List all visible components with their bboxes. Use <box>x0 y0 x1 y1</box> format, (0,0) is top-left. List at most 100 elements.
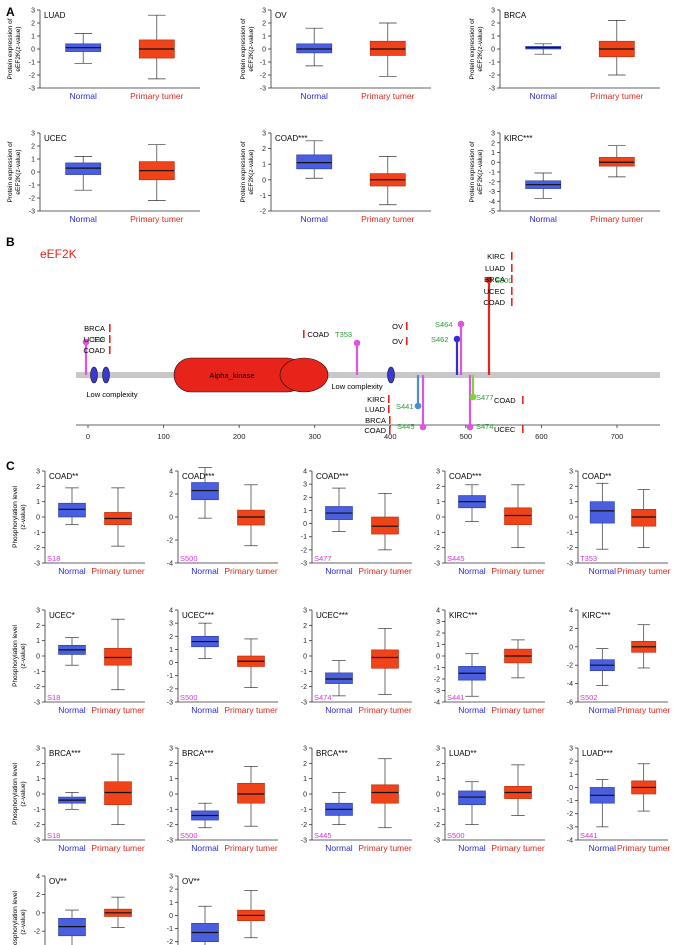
y-tick-label: 1 <box>491 150 495 157</box>
category-label: Primary tumer <box>590 91 644 101</box>
y-tick-label: 3 <box>169 746 173 753</box>
y-tick-label: -3 <box>434 838 440 845</box>
y-tick-label: 3 <box>169 874 173 881</box>
x-tick-label: 100 <box>157 432 170 441</box>
site-head <box>485 276 493 284</box>
plot-title: UCEC*** <box>316 611 348 620</box>
y-tick-label: -1 <box>34 530 40 537</box>
box-plot-11: -3 -2 -1 0 1 2 3 COAD** T353 Normal Primary tumer <box>567 469 671 577</box>
y-tick-label: -2 <box>167 538 173 545</box>
box-tumor <box>369 40 406 56</box>
category-label: Primary tumer <box>130 91 184 101</box>
y-tick-label: 3 <box>36 746 40 753</box>
y-tick-label: -5 <box>489 209 495 216</box>
y-tick-label: 1 <box>169 647 173 654</box>
cancer-indicator <box>511 287 513 295</box>
y-tick-label: 3 <box>436 746 440 753</box>
y-tick-label: -1 <box>167 673 173 680</box>
category-label: Normal <box>589 566 617 576</box>
y-tick-label: -2 <box>167 822 173 829</box>
y-tick-label: 0 <box>262 177 266 184</box>
y-tick-label: -3 <box>260 86 266 93</box>
y-tick-label: -2 <box>260 73 266 80</box>
y-tick-label: 1 <box>169 900 173 907</box>
plot-title: KIRC*** <box>582 611 610 620</box>
cancer-label: UCEC <box>494 425 516 434</box>
site-label: S462 <box>431 335 449 344</box>
y-tick-label: 2 <box>169 634 173 641</box>
y-tick-label: -3 <box>29 209 35 216</box>
box-plot-7: -3 -2 -1 0 1 2 3 COAD** S18 Phosphorylation level… <box>12 469 145 576</box>
alpha-kinase-label: Alpha_kinase <box>209 371 254 380</box>
y-tick-label: -2 <box>434 822 440 829</box>
y-tick-label: 1 <box>303 776 307 783</box>
y-tick-label: 2 <box>569 626 573 633</box>
plot-title: UCEC*** <box>182 611 214 620</box>
y-tick-label: -3 <box>167 838 173 845</box>
y-tick-label: -1 <box>301 534 307 541</box>
y-tick-label: -3 <box>301 700 307 707</box>
y-tick-label: 1 <box>31 34 35 41</box>
y-tick-label: -4 <box>489 199 495 206</box>
site-label: S474 <box>314 693 332 702</box>
plot-title: BRCA*** <box>49 749 81 758</box>
y-tick-label: 2 <box>169 492 173 499</box>
category-label: Primary tumer <box>224 566 278 576</box>
cancer-indicator <box>303 330 305 338</box>
box-plot-12: -3 -2 -1 0 1 2 3 UCEC* S18 Phosphorylation level(… <box>12 608 145 715</box>
category-label: Primary tumer <box>617 566 671 576</box>
y-axis-label-line2: eEF2K(z-value) <box>15 149 22 194</box>
y-tick-label: 0 <box>436 792 440 799</box>
y-tick-label: 1 <box>569 499 573 506</box>
y-tick-label: 1 <box>36 776 40 783</box>
plot-title: COAD*** <box>449 472 481 481</box>
site-label: S477 <box>476 393 494 402</box>
y-tick-label: -1 <box>567 530 573 537</box>
y-tick-label: 3 <box>436 469 440 476</box>
y-tick-label: 2 <box>491 21 495 28</box>
y-tick-label: -2 <box>301 822 307 829</box>
y-tick-label: -1 <box>434 530 440 537</box>
site-S474: S474 UCEC <box>466 375 524 434</box>
site-head <box>353 339 361 347</box>
cancer-label: UCEC <box>84 335 106 344</box>
plot-title: UCEC <box>44 134 67 143</box>
box-tumor <box>504 507 532 525</box>
y-axis-label-line2: (z-value) <box>20 781 27 806</box>
site-label: S441 <box>447 693 465 702</box>
y-tick-label: -3 <box>29 86 35 93</box>
y-tick-label: -3 <box>34 838 40 845</box>
category-label: Primary tumer <box>358 705 412 715</box>
box-plot-4: -3 -2 -1 0 1 2 3 UCEC Protein expression of eEF2K… <box>7 131 200 224</box>
y-tick-label: 2 <box>36 484 40 491</box>
y-tick-label: 2 <box>569 759 573 766</box>
y-tick-label: 3 <box>36 469 40 476</box>
y-tick-label: 3 <box>36 608 40 615</box>
y-tick-label: 0 <box>262 47 266 54</box>
y-tick-label: 3 <box>303 608 307 615</box>
y-tick-label: 3 <box>262 131 266 138</box>
category-label: Normal <box>58 566 86 576</box>
y-tick-label: -1 <box>434 807 440 814</box>
y-tick-label: 2 <box>169 887 173 894</box>
cancer-indicator <box>109 335 111 343</box>
plot-title: OV** <box>49 877 67 886</box>
y-tick-label: 0 <box>491 47 495 54</box>
cancer-label: LUAD <box>485 264 506 273</box>
y-axis-label-line2: (z-value) <box>20 909 27 934</box>
y-tick-label: -2 <box>34 684 40 691</box>
site-head <box>419 423 427 431</box>
y-tick-label: -3 <box>34 561 40 568</box>
plot-title: LUAD** <box>449 749 477 758</box>
y-tick-label: -1 <box>489 60 495 67</box>
box-plot-8: -4 -2 0 2 4 COAD*** S500 Normal Primary tumer <box>167 467 278 576</box>
box-tumor <box>371 784 399 804</box>
cancer-indicator <box>388 395 390 403</box>
box-normal <box>296 154 333 170</box>
low-complexity-marker <box>387 366 395 384</box>
y-tick-label: 3 <box>491 8 495 15</box>
y-tick-label: 0 <box>303 792 307 799</box>
site-head <box>414 402 422 410</box>
y-axis-label-line2: eEF2K(z-value) <box>15 26 22 71</box>
